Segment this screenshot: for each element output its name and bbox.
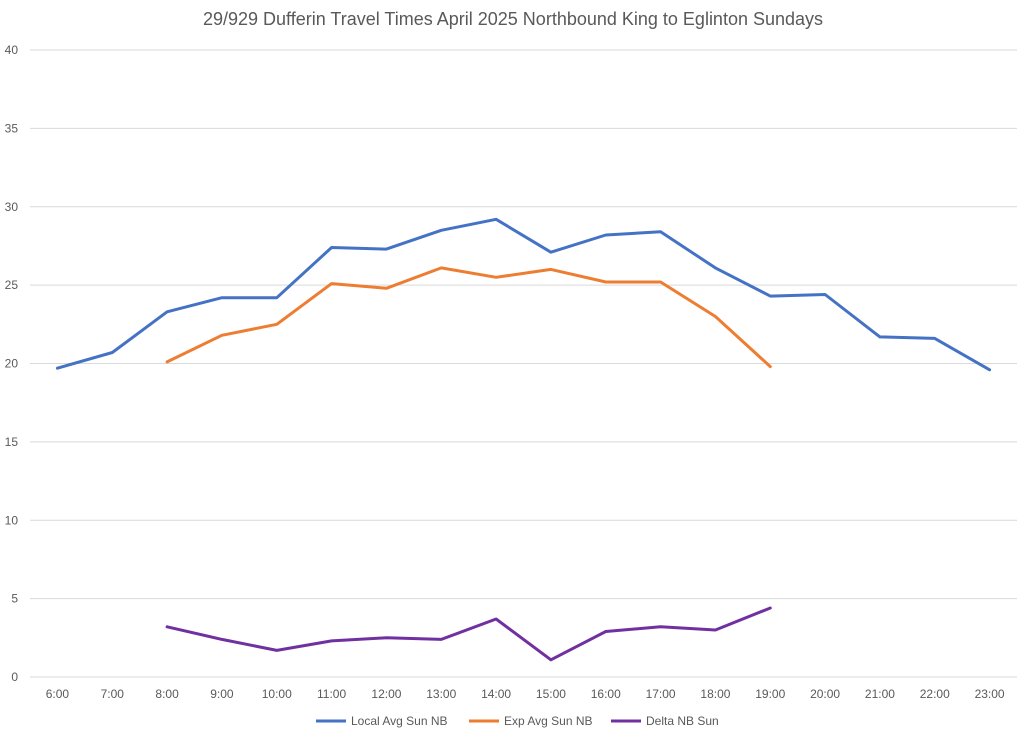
y-tick-label: 0 (11, 670, 18, 684)
y-tick-label: 40 (5, 43, 19, 57)
x-tick-label: 22:00 (920, 687, 950, 701)
x-tick-label: 20:00 (810, 687, 840, 701)
x-tick-label: 14:00 (481, 687, 511, 701)
legend-label: Delta NB Sun (646, 714, 719, 728)
y-tick-label: 30 (5, 200, 19, 214)
x-tick-label: 8:00 (155, 687, 179, 701)
x-tick-label: 19:00 (755, 687, 785, 701)
gridlines (30, 49, 1017, 678)
series-lines (55, 217, 992, 662)
x-tick-label: 17:00 (646, 687, 676, 701)
x-axis-ticks: 6:00 7:00 8:00 9:00 10:00 11:00 12:00 13:00 14:0… (46, 687, 1005, 701)
y-tick-label: 10 (5, 513, 19, 527)
y-tick-label: 25 (5, 278, 19, 292)
legend-label: Exp Avg Sun NB (504, 714, 593, 728)
x-tick-label: 15:00 (536, 687, 566, 701)
series-line-local-avg-sun-nb (55, 217, 992, 372)
x-tick-label: 7:00 (101, 687, 125, 701)
chart-title: 29/929 Dufferin Travel Times April 2025 … (203, 9, 823, 29)
x-tick-label: 10:00 (262, 687, 292, 701)
legend: Local Avg Sun NB Exp Avg Sun NB Delta NB S… (316, 714, 719, 728)
x-tick-label: 16:00 (591, 687, 621, 701)
x-tick-label: 6:00 (46, 687, 70, 701)
y-tick-label: 35 (5, 121, 19, 135)
series-line-delta-nb-sun (165, 606, 772, 662)
y-tick-label: 15 (5, 435, 19, 449)
x-tick-label: 23:00 (975, 687, 1005, 701)
y-axis-ticks: 0 5 10 15 20 25 30 35 40 (5, 43, 19, 684)
y-tick-label: 5 (11, 592, 18, 606)
x-tick-label: 21:00 (865, 687, 895, 701)
series-line-exp-avg-sun-nb (165, 266, 772, 369)
x-tick-label: 11:00 (317, 687, 346, 701)
x-tick-label: 18:00 (700, 687, 730, 701)
legend-label: Local Avg Sun NB (351, 714, 448, 728)
x-tick-label: 12:00 (371, 687, 401, 701)
y-tick-label: 20 (5, 357, 19, 371)
x-tick-label: 9:00 (210, 687, 234, 701)
x-tick-label: 13:00 (426, 687, 456, 701)
